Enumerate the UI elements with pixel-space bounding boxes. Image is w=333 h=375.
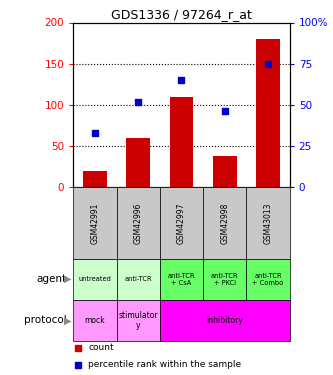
Text: GSM42991: GSM42991 [90, 202, 100, 244]
Bar [256, 39, 280, 187]
Text: untreated: untreated [79, 276, 111, 282]
Text: GSM42997: GSM42997 [177, 202, 186, 244]
Point [136, 99, 141, 105]
Text: GSM43013: GSM43013 [263, 202, 273, 244]
Point [265, 61, 271, 67]
Bar [160, 259, 203, 300]
Bar [246, 187, 290, 259]
Text: anti-TCR: anti-TCR [125, 276, 152, 282]
Text: inhibitory: inhibitory [206, 316, 243, 325]
Text: ▶: ▶ [64, 274, 72, 284]
Text: GSM42998: GSM42998 [220, 202, 229, 244]
Bar [169, 97, 193, 187]
Bar [203, 259, 246, 300]
Bar [73, 187, 117, 259]
Bar [213, 156, 237, 187]
Bar [160, 300, 290, 341]
Bar [246, 259, 290, 300]
Point [75, 362, 80, 368]
Text: agent: agent [37, 274, 67, 284]
Text: percentile rank within the sample: percentile rank within the sample [89, 360, 241, 369]
Bar [73, 300, 117, 341]
Text: GSM42996: GSM42996 [134, 202, 143, 244]
Bar [117, 259, 160, 300]
Text: anti-TCR
+ CsA: anti-TCR + CsA [168, 273, 195, 286]
Point [222, 108, 227, 114]
Text: stimulator
y: stimulator y [119, 311, 158, 330]
Bar [117, 300, 160, 341]
Point [179, 77, 184, 83]
Bar [73, 259, 117, 300]
Text: count: count [89, 343, 114, 352]
Point [75, 345, 80, 351]
Text: protocol: protocol [24, 315, 67, 326]
Text: ▶: ▶ [64, 315, 72, 326]
Bar [117, 187, 160, 259]
Title: GDS1336 / 97264_r_at: GDS1336 / 97264_r_at [111, 8, 252, 21]
Bar [160, 187, 203, 259]
Point [92, 130, 98, 136]
Bar [203, 187, 246, 259]
Text: anti-TCR
+ Combo: anti-TCR + Combo [252, 273, 284, 286]
Bar [126, 138, 150, 187]
Text: anti-TCR
+ PKCi: anti-TCR + PKCi [211, 273, 238, 286]
Text: mock: mock [85, 316, 105, 325]
Bar [83, 171, 107, 187]
